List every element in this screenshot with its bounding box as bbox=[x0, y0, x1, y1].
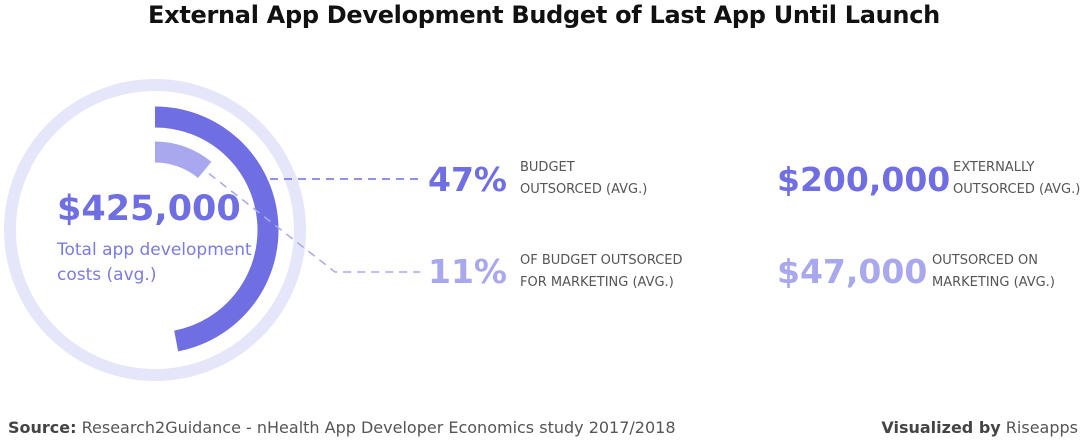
source-text: Research2Guidance - nHealth App Develope… bbox=[81, 418, 676, 437]
percent-outsourced-label-l1: BUDGET bbox=[520, 160, 575, 175]
amount-outsourced-label-l1: EXTERNALLY bbox=[953, 160, 1035, 175]
amount-marketing: $47,000 bbox=[777, 252, 928, 291]
viz-text: Riseapps bbox=[1005, 418, 1078, 437]
source-prefix: Source: bbox=[8, 418, 77, 437]
chart-title: External App Development Budget of Last … bbox=[148, 1, 940, 29]
amount-marketing-label-l1: OUTSORCED ON bbox=[932, 253, 1038, 268]
amount-outsourced-label-l2: OUTSORCED (AVG.) bbox=[953, 182, 1081, 197]
percent-marketing-label-l2: FOR MARKETING (AVG.) bbox=[520, 275, 674, 290]
outer-ring bbox=[4, 79, 306, 381]
amount-outsourced: $200,000 bbox=[777, 160, 951, 199]
viz-prefix: Visualized by bbox=[881, 418, 1001, 437]
percent-marketing: 11% bbox=[428, 252, 507, 291]
amount-marketing-label-l2: MARKETING (AVG.) bbox=[932, 275, 1055, 290]
source-note: Source: Research2Guidance - nHealth App … bbox=[8, 418, 676, 438]
arc-marketing-outsourced bbox=[154, 141, 212, 179]
percent-marketing-label-l1: OF BUDGET OUTSORCED bbox=[520, 253, 683, 268]
total-cost-label: Total app development costs (avg.) bbox=[57, 240, 252, 285]
leader-line-11 bbox=[197, 164, 420, 273]
percent-outsourced-label-l2: OUTSORCED (AVG.) bbox=[520, 182, 648, 197]
percent-outsourced: 47% bbox=[428, 160, 507, 199]
visualized-by: Visualized by Riseapps bbox=[881, 418, 1078, 438]
total-cost-value: $425,000 bbox=[57, 189, 241, 229]
